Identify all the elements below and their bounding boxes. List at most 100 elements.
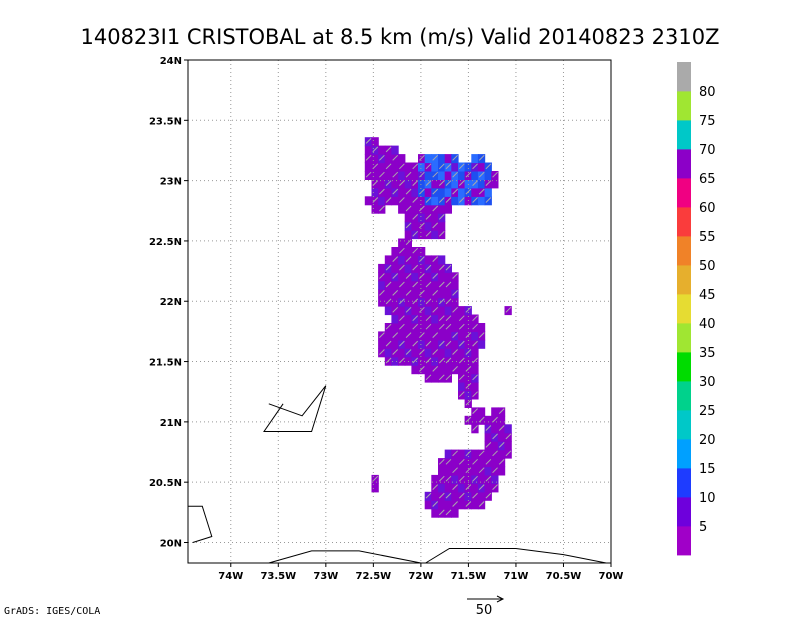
wind-vector [472, 458, 478, 465]
wind-cell [438, 500, 446, 510]
wind-vector [385, 357, 392, 364]
colorbar-swatch [677, 381, 691, 411]
wind-vector [472, 323, 478, 330]
wind-vector [458, 163, 465, 170]
wind-vector [392, 332, 399, 338]
wind-vector [465, 467, 472, 474]
vector-scale: 50 [467, 595, 505, 618]
wind-vector [399, 323, 405, 330]
colorbar-swatch [677, 468, 691, 498]
y-tick-label: 23.5N [149, 116, 182, 127]
wind-cell [424, 187, 432, 197]
wind-cell [424, 154, 432, 164]
wind-cell [418, 213, 426, 223]
wind-cell [497, 415, 506, 425]
wind-vector [445, 374, 452, 381]
wind-vector [498, 458, 505, 465]
wind-cell [458, 449, 466, 459]
colorbar-label: 25 [699, 404, 716, 419]
wind-vector [458, 197, 465, 203]
wind-vector [385, 180, 392, 186]
wind-vector [465, 332, 472, 338]
wind-cell [411, 204, 419, 214]
wind-vector [425, 374, 432, 381]
wind-vector [458, 492, 465, 499]
wind-vector [478, 450, 485, 457]
wind-cell [398, 204, 406, 214]
wind-vector [432, 484, 439, 490]
wind-vector [412, 315, 419, 322]
wind-vector [425, 214, 432, 220]
wind-vector [399, 357, 405, 364]
wind-vector [392, 154, 399, 161]
wind-vector [438, 323, 445, 330]
wind-cell [458, 365, 466, 375]
wind-cell [384, 171, 393, 180]
wind-cell [438, 171, 446, 180]
wind-vector [372, 146, 379, 153]
wind-cell [477, 474, 486, 484]
wind-cell [431, 323, 439, 332]
wind-vector [452, 154, 458, 161]
wind-vector [445, 180, 452, 186]
wind-cell [444, 289, 452, 299]
wind-cell [378, 263, 386, 273]
wind-vector [485, 458, 492, 465]
wind-cell [451, 280, 459, 290]
wind-vector [478, 154, 485, 161]
colorbar: 5 10 15 20 25 30 35 40 45 50 55 60 65 70 75 80 [677, 62, 716, 556]
wind-vector [452, 332, 458, 338]
wind-cell [384, 289, 393, 299]
colorbar-swatch [677, 294, 691, 324]
wind-cell [477, 179, 486, 189]
wind-cell [464, 458, 472, 468]
wind-vector [379, 290, 385, 296]
wind-vector [445, 475, 452, 482]
y-tick-label: 22.5N [149, 237, 182, 248]
wind-cell [471, 331, 479, 341]
wind-vector [399, 197, 405, 203]
wind-vector [405, 188, 412, 195]
wind-cell [451, 339, 459, 349]
wind-vector [445, 357, 452, 364]
colorbar-label: 5 [699, 520, 707, 535]
wind-vector [492, 433, 498, 440]
wind-cell [477, 323, 486, 332]
plot-frame [187, 59, 612, 564]
wind-cell [398, 238, 406, 248]
wind-cell [484, 432, 492, 442]
wind-vector [445, 509, 452, 516]
wind-vector [405, 290, 412, 296]
coastlines [188, 385, 607, 564]
wind-vector [385, 264, 392, 271]
wind-cell [431, 297, 439, 307]
y-tick-label: 20N [160, 538, 182, 549]
wind-cell [458, 382, 466, 392]
wind-vector [472, 391, 478, 398]
colorbar-label: 40 [699, 317, 716, 332]
wind-vector [472, 315, 478, 322]
wind-vector [452, 306, 458, 313]
wind-cell [391, 356, 399, 366]
wind-cell [444, 331, 452, 341]
wind-cell [491, 179, 499, 189]
x-tick-label: 72.5W [356, 571, 392, 582]
wind-vector [498, 442, 505, 448]
wind-cell [444, 306, 452, 316]
colorbar-swatch [677, 526, 691, 556]
colorbar-swatch [677, 410, 691, 440]
wind-cell [438, 255, 446, 265]
wind-cell [471, 382, 479, 392]
wind-vector [452, 273, 458, 279]
wind-vector [425, 197, 432, 203]
wind-cell [444, 171, 452, 180]
wind-cell [418, 323, 426, 332]
wind-cell [431, 213, 439, 223]
wind-cell [451, 162, 459, 172]
wind-vector [445, 458, 452, 465]
wind-vector [458, 458, 465, 465]
wind-vector [405, 239, 412, 246]
wind-cell [431, 179, 439, 189]
wind-cell [458, 331, 466, 341]
wind-vector [379, 349, 385, 355]
